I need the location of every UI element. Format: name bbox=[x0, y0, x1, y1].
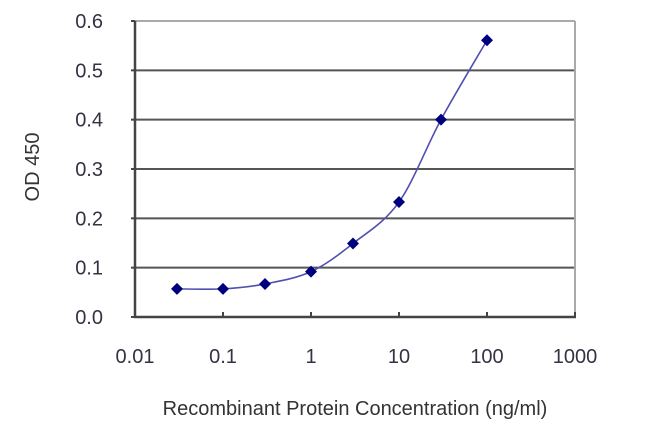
x-tick-label: 0.01 bbox=[116, 346, 155, 368]
y-tick-label: 0.0 bbox=[75, 307, 103, 329]
plot-area bbox=[131, 20, 576, 319]
data-point-marker-diamond bbox=[217, 282, 229, 295]
data-point-marker-diamond bbox=[346, 237, 359, 250]
x-tick-label: 10 bbox=[388, 346, 410, 368]
x-axis-title: Recombinant Protein Concentration (ng/ml… bbox=[163, 398, 548, 420]
y-tick-label: 0.6 bbox=[75, 11, 103, 33]
data-series-markers bbox=[170, 34, 493, 295]
y-tick-label: 0.4 bbox=[75, 110, 103, 132]
data-point-marker-diamond bbox=[481, 34, 493, 47]
x-tick-label: 1000 bbox=[553, 346, 598, 368]
data-point-marker-diamond bbox=[305, 265, 317, 278]
data-point-marker-diamond bbox=[434, 113, 447, 126]
data-point-marker-diamond bbox=[258, 277, 271, 290]
x-tick-label: 0.1 bbox=[209, 346, 237, 368]
data-point-marker-diamond bbox=[393, 196, 405, 209]
x-axis-tick-labels: 0.01 0.1 1 10 100 1000 bbox=[116, 346, 598, 368]
x-axis-ticks bbox=[134, 312, 576, 317]
y-tick-label: 0.5 bbox=[75, 60, 103, 82]
horizontal-gridlines bbox=[135, 69, 575, 269]
data-point-marker-diamond bbox=[170, 282, 183, 295]
x-tick-label: 1 bbox=[305, 346, 316, 368]
y-tick-label: 0.1 bbox=[75, 258, 103, 280]
x-tick-label: 100 bbox=[470, 346, 503, 368]
y-axis-title: OD 450 bbox=[22, 133, 44, 202]
y-axis-tick-labels: 0.0 0.1 0.2 0.3 0.4 0.5 0.6 bbox=[75, 11, 103, 329]
y-tick-label: 0.3 bbox=[75, 159, 103, 181]
y-tick-label: 0.2 bbox=[75, 208, 103, 230]
